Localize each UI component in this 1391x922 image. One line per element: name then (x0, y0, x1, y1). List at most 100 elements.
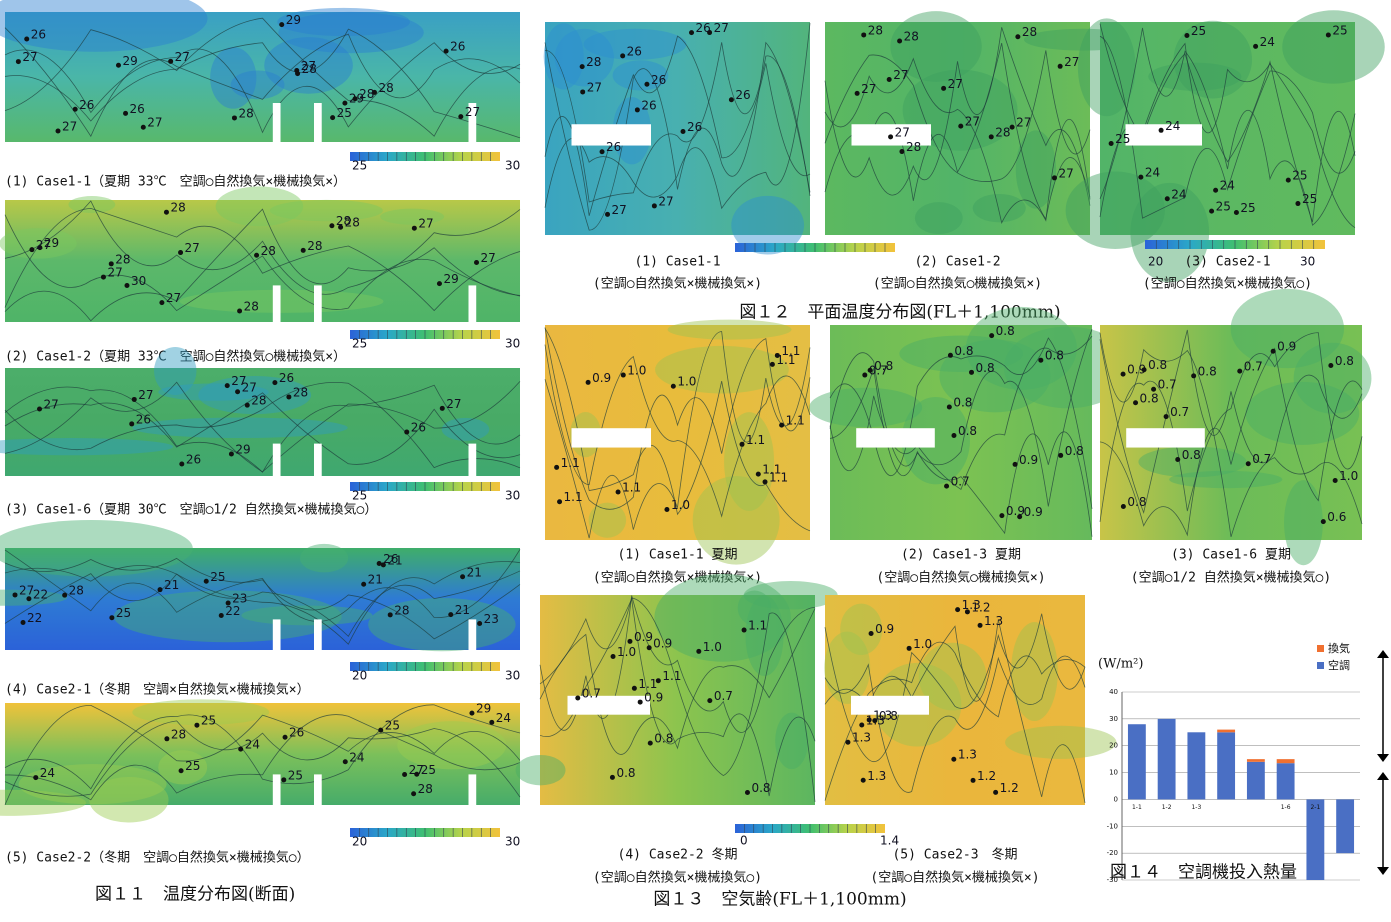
contour-dot (888, 134, 894, 140)
contour-dot (1120, 504, 1126, 510)
bar (1157, 718, 1176, 800)
contour-dot (634, 107, 640, 113)
contour-region (397, 721, 507, 770)
contour-label: 26 (130, 102, 145, 116)
contour-dot (854, 90, 860, 96)
contour-dot (1017, 514, 1023, 520)
contour-label: 0.8 (1127, 495, 1146, 509)
contour-dot (580, 89, 586, 95)
contour-label: 27 (175, 50, 190, 64)
contour-label: 26 (383, 552, 398, 566)
contour-dot (655, 678, 661, 684)
contour-line (539, 597, 816, 802)
contour-dot (615, 489, 621, 495)
bar (1276, 759, 1295, 764)
contour-dot (999, 513, 1005, 519)
contour-label: 29 (286, 13, 301, 27)
contour-label: 28 (359, 87, 374, 101)
obstacle (1126, 428, 1205, 448)
contour-label: 0.7 (1170, 405, 1189, 419)
contour-label: 27 (446, 397, 461, 411)
bar (1217, 732, 1236, 800)
contour-region (840, 603, 883, 655)
contour-line (544, 331, 811, 539)
bar (1217, 729, 1236, 733)
contour-line (4, 561, 521, 645)
contour-dot (411, 225, 417, 231)
contour-dot (235, 389, 241, 395)
contour-label: 28 (115, 252, 130, 266)
contour-dot (1009, 124, 1015, 130)
contour-label: 26 (136, 412, 151, 426)
contour-dot (741, 627, 747, 633)
contour-dot (338, 224, 344, 230)
contour-label: 26 (279, 371, 294, 385)
contour-dot (557, 499, 563, 505)
contour-dot (906, 645, 912, 651)
contour-dot (866, 717, 872, 723)
contour-region (554, 28, 614, 87)
contour-dot (100, 274, 106, 280)
contour-label: 1.0 (913, 637, 932, 651)
contour-label: 1.1 (781, 344, 800, 358)
contour-label: 22 (225, 604, 240, 618)
contour-dot (1295, 201, 1301, 207)
contour-label: 24 (1145, 166, 1160, 180)
contour-dot (1015, 34, 1021, 40)
contour-dot (610, 654, 616, 660)
contour-dot (579, 64, 585, 70)
contour-label: 26 (289, 726, 304, 740)
obstacle (272, 619, 281, 650)
contour-dot (1151, 386, 1157, 392)
contour-dot (1133, 400, 1139, 406)
contour-label: 28 (1022, 25, 1037, 39)
contour-region (899, 335, 1023, 373)
panel-caption: (1) Case1-1 夏期 (618, 548, 738, 563)
contour-region (1077, 18, 1136, 117)
contour-label: 0.8 (751, 781, 770, 795)
contour-region (743, 580, 838, 610)
contour-label: 0.7 (951, 475, 970, 489)
y-tick-label: -30 (1107, 876, 1118, 884)
contour-region (215, 186, 304, 227)
contour-dot (330, 115, 336, 121)
x-tick-label: 1-2 (1162, 804, 1172, 811)
contour-label: 1.1 (561, 456, 580, 470)
contour-region (368, 597, 516, 652)
contour-dot (178, 250, 184, 256)
bar (1276, 763, 1295, 800)
contour-region (277, 7, 410, 37)
contour-label: 25 (201, 714, 216, 728)
contour-label: 28 (171, 727, 186, 741)
contour-label: 27 (185, 241, 200, 255)
contour-label: 28 (995, 125, 1010, 139)
contour-region (278, 11, 424, 54)
obstacle (468, 285, 477, 322)
obstacle (314, 619, 322, 650)
bar (1336, 799, 1355, 854)
contour-label: 27 (1058, 166, 1073, 180)
contour-dot (238, 746, 244, 752)
figure-caption: 図１３ 空気齢(FL＋1,100mm) (653, 890, 906, 910)
bar (1127, 724, 1146, 800)
contour-label: 28 (244, 300, 259, 314)
contour-dot (644, 81, 650, 87)
contour-label: 1.1 (748, 619, 767, 633)
contour-label: 21 (164, 578, 179, 592)
contour-region (1011, 622, 1058, 722)
x-tick-label: 1-3 (1191, 804, 1201, 811)
contour-label: 27 (418, 217, 433, 231)
contour-dot (1051, 175, 1057, 181)
contour-line (4, 704, 521, 790)
legend-label: 換気 (1328, 641, 1350, 655)
contour-dot (1012, 461, 1018, 467)
contour-dot (620, 53, 626, 59)
contour-label: 28 (170, 201, 185, 215)
contour-region (132, 699, 270, 726)
contour-dot (1191, 373, 1197, 379)
contour-dot (178, 768, 184, 774)
panel-caption: (空調○自然換気×機械換気○) (593, 870, 762, 886)
contour-label: 26 (651, 73, 666, 87)
contour-dot (860, 777, 866, 783)
contour-dot (411, 791, 417, 797)
